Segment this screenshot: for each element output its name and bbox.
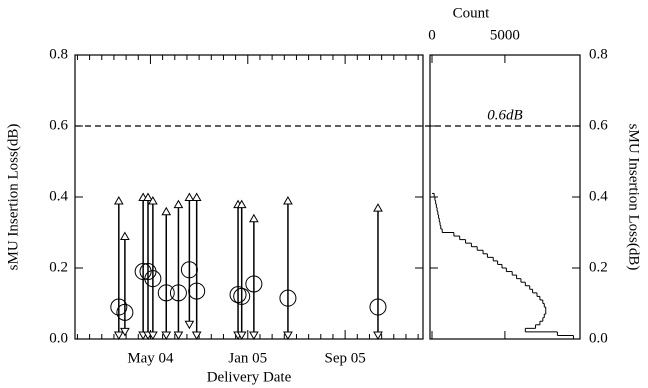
- y-tick-label: 0.6: [589, 117, 608, 133]
- mean-marker: [110, 298, 128, 316]
- max-marker: [113, 196, 124, 205]
- max-marker: [191, 192, 202, 201]
- max-marker: [143, 192, 153, 201]
- x-axis-label: Delivery Date: [207, 369, 292, 385]
- max-marker: [184, 192, 195, 201]
- y-tick-label: 0.8: [589, 46, 608, 62]
- min-marker: [236, 331, 247, 340]
- mean-marker: [144, 270, 162, 288]
- min-marker: [173, 331, 184, 340]
- min-marker: [113, 331, 124, 340]
- min-marker: [283, 331, 293, 340]
- mean-marker: [233, 287, 251, 305]
- mean-marker: [245, 275, 263, 293]
- mean-marker: [279, 289, 297, 307]
- y-tick-label: 0.4: [589, 188, 608, 204]
- min-marker: [148, 331, 158, 340]
- x-tick-label: Jan 05: [228, 350, 267, 366]
- y-tick-label: 0.2: [589, 259, 608, 275]
- mean-marker: [169, 284, 187, 302]
- mean-marker: [134, 263, 152, 281]
- reference-label: 0.6dB: [487, 107, 522, 123]
- mean-marker: [116, 303, 134, 321]
- max-marker: [173, 199, 184, 209]
- max-marker: [148, 196, 158, 205]
- max-marker: [161, 206, 172, 216]
- y-axis-label-right: sMU Insertion Loss(dB): [626, 124, 642, 271]
- max-marker: [120, 231, 130, 241]
- x-tick-label: May 04: [127, 350, 174, 366]
- min-marker: [184, 320, 195, 330]
- histogram-frame: [429, 54, 581, 340]
- plot-frame: [74, 54, 424, 340]
- count-axis-label: Count: [453, 5, 491, 21]
- max-marker: [249, 213, 259, 223]
- y-tick-label: 0.2: [49, 259, 68, 275]
- x-tick-label: 0: [428, 27, 436, 43]
- min-marker: [373, 331, 383, 340]
- y-tick-label: 0.4: [49, 188, 68, 204]
- max-marker: [283, 196, 293, 205]
- mean-marker: [369, 298, 387, 316]
- max-marker: [373, 203, 383, 212]
- y-tick-label: 0.8: [49, 46, 68, 62]
- min-marker: [161, 331, 172, 340]
- y-axis-label: sMU Insertion Loss(dB): [5, 124, 21, 271]
- mean-marker: [229, 286, 247, 304]
- min-marker: [191, 331, 202, 340]
- max-marker: [236, 199, 247, 209]
- min-marker: [249, 331, 259, 340]
- y-tick-label: 0.6: [49, 117, 68, 133]
- mean-marker: [188, 282, 206, 300]
- y-tick-label: 0.0: [589, 330, 608, 346]
- mean-marker: [157, 284, 175, 302]
- min-marker: [120, 327, 130, 337]
- y-tick-label: 0.0: [49, 330, 68, 346]
- x-tick-label: 5000: [490, 27, 520, 43]
- x-tick-label: Sep 05: [325, 350, 366, 366]
